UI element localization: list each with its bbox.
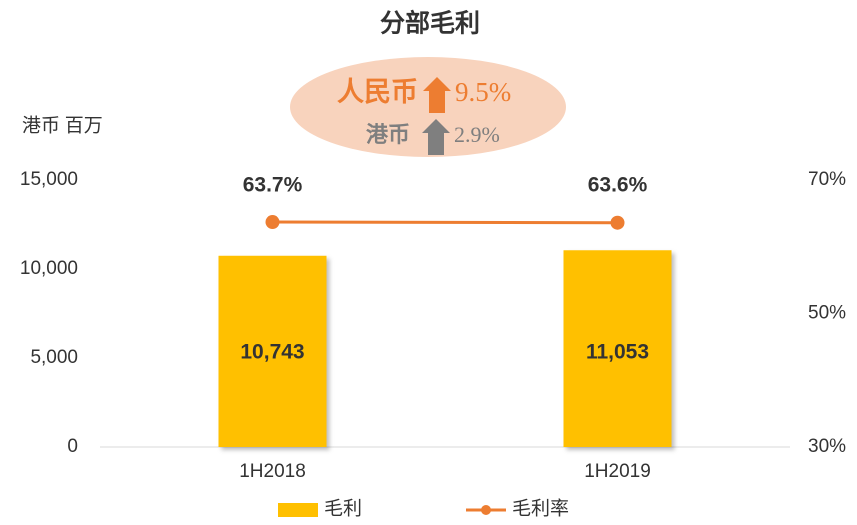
legend-point xyxy=(481,505,491,515)
legend-label: 毛利率 xyxy=(512,497,569,519)
arrow-up xyxy=(422,119,450,155)
y2-tick-label: 70% xyxy=(808,169,846,190)
y-tick-label: 10,000 xyxy=(20,258,78,279)
y-tick-label: 15,000 xyxy=(20,169,78,190)
annotation-label: 人民币 xyxy=(337,77,418,107)
line xyxy=(272,220,618,225)
line-point xyxy=(610,215,625,230)
y-tick-label: 5,000 xyxy=(30,347,78,368)
bar xyxy=(218,255,327,447)
legend-label: 毛利 xyxy=(324,497,362,519)
annotation-bubble xyxy=(290,57,566,157)
chart-title: 分部毛利 xyxy=(380,9,480,38)
data-label: 63.7% xyxy=(243,174,303,197)
data-label: 63.6% xyxy=(588,174,648,197)
data-label: 10,743 xyxy=(240,341,304,364)
arrow-up xyxy=(423,77,451,113)
annotation-value: 2.9% xyxy=(454,122,500,147)
annotation-label: 港币 xyxy=(366,122,410,147)
y2-tick-label: 30% xyxy=(808,436,846,457)
annotation-value: 9.5% xyxy=(455,77,511,107)
line-point xyxy=(265,215,280,230)
x-tick-label: 1H2019 xyxy=(584,461,651,482)
y-tick-label: 0 xyxy=(67,436,78,457)
legend-swatch xyxy=(278,503,318,517)
bar xyxy=(563,250,672,447)
data-label: 11,053 xyxy=(586,341,649,364)
x-tick-label: 1H2018 xyxy=(239,461,306,482)
y2-tick-label: 50% xyxy=(808,303,846,324)
y-axis-label: 港币 百万 xyxy=(22,114,103,136)
